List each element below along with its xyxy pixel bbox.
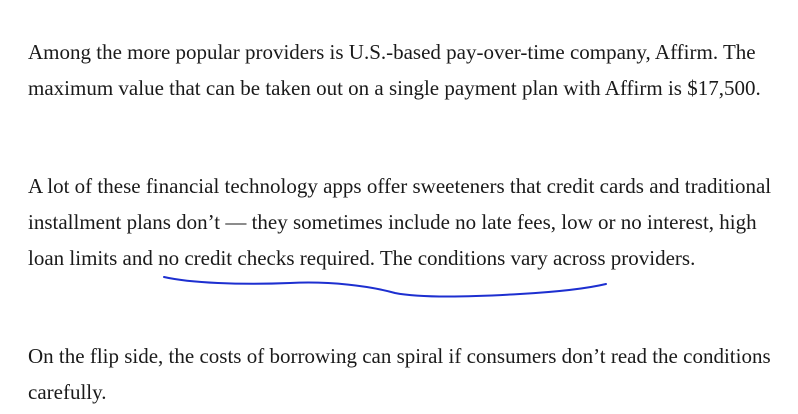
paragraph-affirm: Among the more popular providers is U.S.…: [28, 40, 761, 100]
paragraph-flip-side: On the flip side, the costs of borrowing…: [28, 344, 771, 404]
paragraph-sweeteners: A lot of these financial technology apps…: [28, 174, 772, 270]
underline-stroke: [163, 276, 607, 298]
